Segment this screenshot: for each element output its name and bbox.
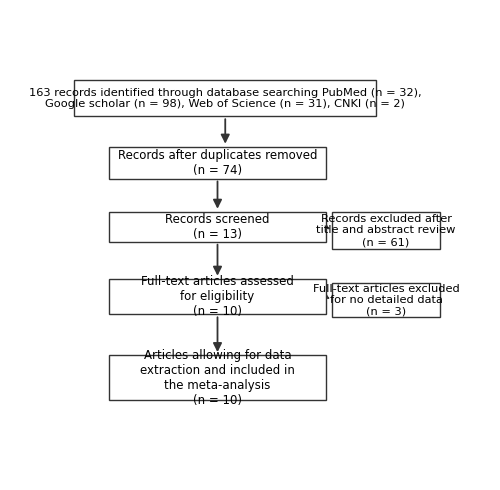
FancyBboxPatch shape — [332, 212, 440, 249]
FancyBboxPatch shape — [109, 279, 326, 315]
FancyBboxPatch shape — [332, 283, 440, 317]
Text: Records after duplicates removed
(n = 74): Records after duplicates removed (n = 74… — [118, 148, 318, 176]
Text: Full-text articles excluded
for no detailed data
(n = 3): Full-text articles excluded for no detai… — [312, 284, 460, 317]
FancyBboxPatch shape — [109, 212, 326, 242]
FancyBboxPatch shape — [74, 80, 376, 116]
Text: Records screened
(n = 13): Records screened (n = 13) — [165, 213, 270, 241]
Text: Full-text articles assessed
for eligibility
(n = 10): Full-text articles assessed for eligibil… — [141, 275, 294, 318]
FancyBboxPatch shape — [109, 147, 326, 178]
Text: 163 records identified through database searching PubMed (n = 32),
Google schola: 163 records identified through database … — [29, 88, 421, 109]
Text: Records excluded after
title and abstract review
(n = 61): Records excluded after title and abstrac… — [316, 214, 456, 247]
FancyBboxPatch shape — [109, 355, 326, 400]
Text: Articles allowing for data
extraction and included in
the meta-analysis
(n = 10): Articles allowing for data extraction an… — [140, 348, 295, 407]
